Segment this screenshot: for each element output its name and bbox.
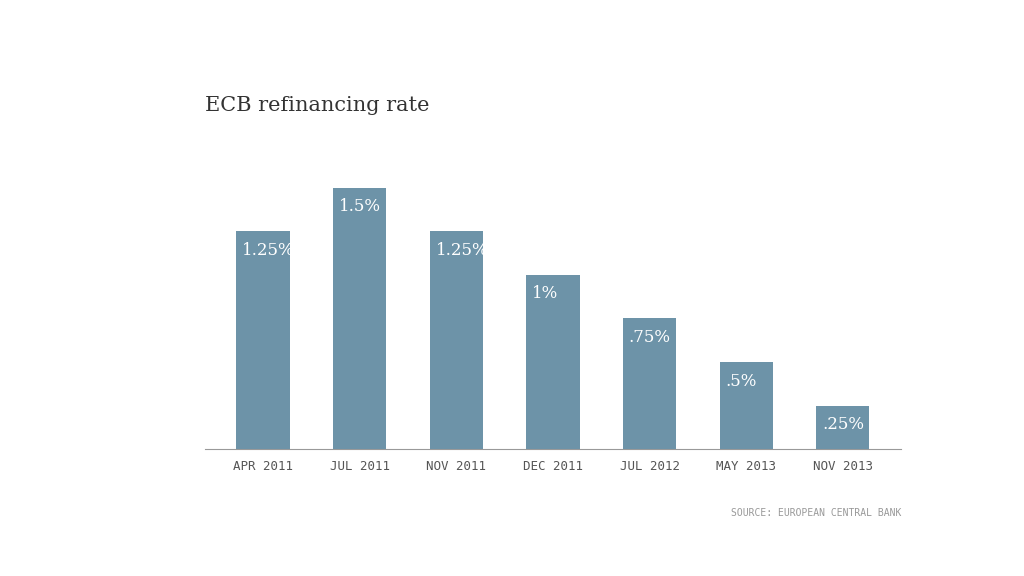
Text: .5%: .5% xyxy=(725,373,757,389)
Bar xyxy=(720,362,773,449)
Bar xyxy=(237,231,290,449)
Text: 1.25%: 1.25% xyxy=(435,242,488,259)
Text: .25%: .25% xyxy=(822,416,864,433)
Text: 1.25%: 1.25% xyxy=(243,242,295,259)
Bar xyxy=(333,188,386,449)
Bar xyxy=(430,231,483,449)
Text: 1.5%: 1.5% xyxy=(339,198,381,215)
Text: SOURCE: EUROPEAN CENTRAL BANK: SOURCE: EUROPEAN CENTRAL BANK xyxy=(731,509,901,518)
Text: ECB refinancing rate: ECB refinancing rate xyxy=(205,96,429,115)
Text: 1%: 1% xyxy=(532,285,558,302)
Bar xyxy=(623,319,676,449)
Text: .75%: .75% xyxy=(629,329,671,346)
Bar xyxy=(816,406,869,449)
Bar xyxy=(526,275,580,449)
